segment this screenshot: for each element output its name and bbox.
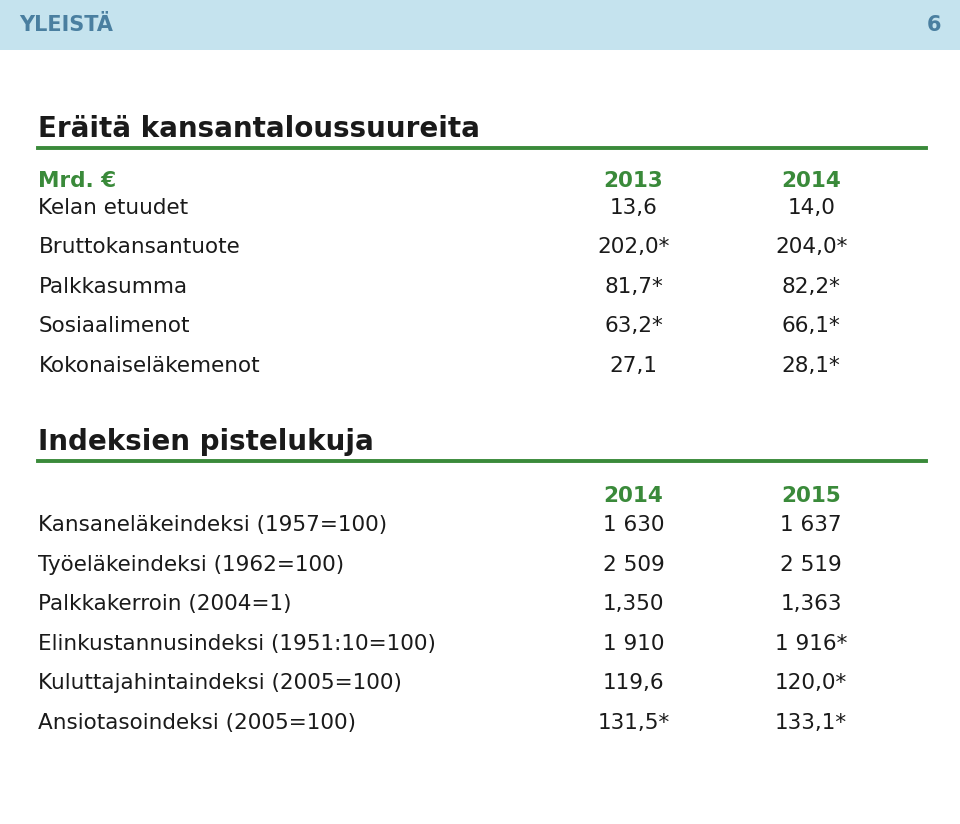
Text: Eräitä kansantaloussuureita: Eräitä kansantaloussuureita bbox=[38, 115, 480, 143]
Text: 2014: 2014 bbox=[604, 486, 663, 506]
Text: 120,0*: 120,0* bbox=[775, 673, 848, 693]
Text: Kokonaiseläkemenot: Kokonaiseläkemenot bbox=[38, 356, 260, 376]
Bar bbox=[0, 0, 960, 50]
Text: 2013: 2013 bbox=[604, 171, 663, 190]
Text: 82,2*: 82,2* bbox=[781, 277, 841, 297]
Text: 2015: 2015 bbox=[781, 486, 841, 506]
Text: YLEISTÄ: YLEISTÄ bbox=[19, 15, 113, 35]
Text: 204,0*: 204,0* bbox=[775, 237, 848, 257]
Text: Kansaneläkeindeksi (1957=100): Kansaneläkeindeksi (1957=100) bbox=[38, 515, 388, 535]
Text: Kelan etuudet: Kelan etuudet bbox=[38, 198, 188, 218]
Text: 1 916*: 1 916* bbox=[775, 634, 848, 653]
Text: 2 519: 2 519 bbox=[780, 555, 842, 574]
Text: 202,0*: 202,0* bbox=[597, 237, 670, 257]
Text: 6: 6 bbox=[926, 15, 941, 35]
Text: 28,1*: 28,1* bbox=[781, 356, 841, 376]
Text: 27,1: 27,1 bbox=[610, 356, 658, 376]
Text: Mrd. €: Mrd. € bbox=[38, 171, 117, 190]
Text: 2 509: 2 509 bbox=[603, 555, 664, 574]
Text: Työeläkeindeksi (1962=100): Työeläkeindeksi (1962=100) bbox=[38, 555, 345, 574]
Text: 14,0: 14,0 bbox=[787, 198, 835, 218]
Text: 1,363: 1,363 bbox=[780, 594, 842, 614]
Text: 66,1*: 66,1* bbox=[781, 316, 841, 336]
Text: Palkkakerroin (2004=1): Palkkakerroin (2004=1) bbox=[38, 594, 292, 614]
Text: 1 630: 1 630 bbox=[603, 515, 664, 535]
Text: Palkkasumma: Palkkasumma bbox=[38, 277, 187, 297]
Text: 133,1*: 133,1* bbox=[775, 713, 848, 733]
Text: 2014: 2014 bbox=[781, 171, 841, 190]
Text: 119,6: 119,6 bbox=[603, 673, 664, 693]
Text: 63,2*: 63,2* bbox=[604, 316, 663, 336]
Text: 81,7*: 81,7* bbox=[604, 277, 663, 297]
Text: 1,350: 1,350 bbox=[603, 594, 664, 614]
Text: 1 637: 1 637 bbox=[780, 515, 842, 535]
Text: Sosiaalimenot: Sosiaalimenot bbox=[38, 316, 190, 336]
Text: Elinkustannusindeksi (1951:10=100): Elinkustannusindeksi (1951:10=100) bbox=[38, 634, 436, 653]
Text: Kuluttajahintaindeksi (2005=100): Kuluttajahintaindeksi (2005=100) bbox=[38, 673, 402, 693]
Text: Ansiotasoindeksi (2005=100): Ansiotasoindeksi (2005=100) bbox=[38, 713, 356, 733]
Text: Bruttokansantuote: Bruttokansantuote bbox=[38, 237, 240, 257]
Text: 1 910: 1 910 bbox=[603, 634, 664, 653]
Text: 13,6: 13,6 bbox=[610, 198, 658, 218]
Text: Indeksien pistelukuja: Indeksien pistelukuja bbox=[38, 428, 374, 456]
Text: 131,5*: 131,5* bbox=[597, 713, 670, 733]
